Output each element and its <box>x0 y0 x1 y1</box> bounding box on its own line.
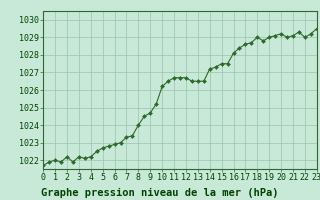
Text: Graphe pression niveau de la mer (hPa): Graphe pression niveau de la mer (hPa) <box>41 188 279 198</box>
